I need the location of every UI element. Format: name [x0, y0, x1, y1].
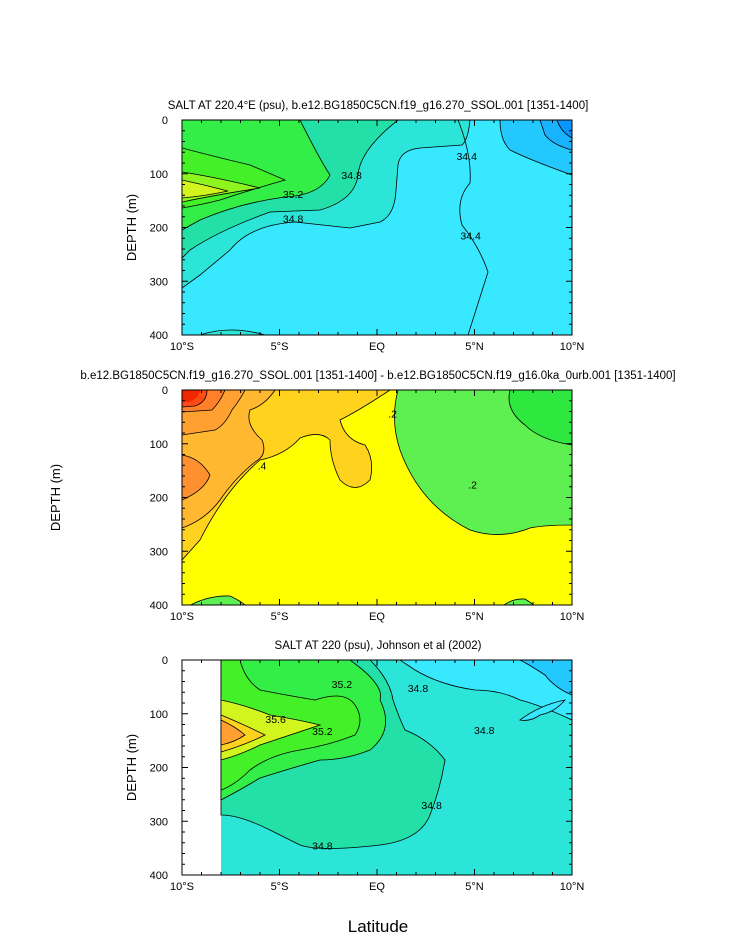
y-tick-label: 0: [162, 385, 168, 397]
x-tick-label: EQ: [369, 611, 385, 623]
fill-34.6-tongue: [519, 699, 567, 721]
x-tick-label: 5°S: [271, 881, 289, 893]
panel-1-axes: 35.2 34.8 34.8 34.4 34.4 10°S 5°S EQ 5°N 10°N 0 100…: [124, 115, 584, 353]
contour-label: .2: [468, 480, 477, 492]
y-tick-label: 200: [150, 223, 168, 235]
x-tick-label: 10°N: [560, 341, 585, 353]
fill-1.2: [182, 390, 200, 402]
contour-label: 35.2: [332, 679, 353, 691]
x-tick-label: 10°S: [170, 341, 194, 353]
contour-34.4: [457, 120, 489, 335]
fill-35.8: [182, 179, 229, 199]
contour-label: .2: [388, 409, 397, 421]
contour-label: 35.2: [283, 189, 304, 201]
y-axis-label: DEPTH (m): [124, 734, 139, 801]
y-axis-label: DEPTH (m): [124, 194, 139, 261]
panel-1-field: [182, 120, 572, 335]
contour-label: 35.2: [312, 726, 333, 738]
panel-1-title: SALT AT 220.4°E (psu), b.e12.BG1850C5CN.…: [168, 100, 589, 112]
y-tick-label: 200: [150, 493, 168, 505]
panel-2: b.e12.BG1850C5CN.f19_g16.270_SSOL.001 [1…: [80, 370, 676, 605]
contour-label: 34.8: [283, 213, 304, 225]
contour-label: 35.6: [265, 714, 286, 726]
x-tick-label: 10°N: [560, 611, 585, 623]
y-tick-label: 300: [150, 816, 168, 828]
fill-35.6: [220, 699, 322, 761]
y-tick-label: 200: [150, 763, 168, 775]
fill-34.4: [519, 660, 572, 696]
fill-neg-bottom-left: [189, 595, 246, 605]
panel-2-title: b.e12.BG1850C5CN.f19_g16.270_SSOL.001 [1…: [80, 370, 675, 382]
y-tick-label: 300: [150, 276, 168, 288]
y-tick-label: 400: [150, 870, 168, 882]
panel-1: SALT AT 220.4°E (psu), b.e12.BG1850C5CN.…: [168, 100, 589, 335]
contour-label: 34.4: [460, 231, 481, 243]
panel-2-field: [182, 390, 572, 605]
panel-3: SALT AT 220 (psu), Johnson et al (2002): [182, 640, 572, 875]
x-tick-label: 10°S: [170, 611, 194, 623]
x-tick-label: 10°S: [170, 881, 194, 893]
x-tick-label: 5°S: [271, 341, 289, 353]
fill-33.8: [556, 120, 572, 139]
contour-label: 34.8: [341, 170, 362, 182]
x-tick-label: 5°N: [465, 341, 484, 353]
fill-36.0: [220, 719, 246, 746]
y-tick-label: 300: [150, 546, 168, 558]
contour-label: 34.8: [312, 840, 333, 852]
y-tick-label: 100: [150, 709, 168, 721]
panel-3-axes: 35.2 35.6 35.2 34.8 34.8 34.8 34.8 10°S 5°S EQ 5°N…: [124, 655, 584, 893]
panel-3-title: SALT AT 220 (psu), Johnson et al (2002): [275, 640, 482, 652]
contour-label: 34.8: [421, 800, 442, 812]
y-tick-label: 0: [162, 115, 168, 127]
x-tick-label: EQ: [369, 341, 385, 353]
contour-label: .4: [258, 460, 267, 472]
x-tick-label: 10°N: [560, 881, 585, 893]
y-tick-label: 100: [150, 439, 168, 451]
y-tick-label: 100: [150, 169, 168, 181]
fill-0.6b: [182, 454, 211, 501]
panel-2-axes: .4 .2 .2 10°S 5°S EQ 5°N 10°N 0 100 200 300 400 DEPTH…: [48, 385, 584, 623]
panel-3-field: [182, 660, 572, 875]
contour-label: 34.8: [408, 683, 429, 695]
y-axis-label: DEPTH (m): [48, 464, 63, 531]
x-axis-label: Latitude: [348, 917, 409, 936]
contour-deep: [199, 329, 266, 335]
y-tick-label: 400: [150, 330, 168, 342]
contour-label: 34.8: [474, 725, 495, 737]
y-tick-label: 0: [162, 655, 168, 667]
x-tick-label: 5°N: [465, 881, 484, 893]
y-tick-label: 400: [150, 600, 168, 612]
fill-neg-bottom-right: [503, 598, 535, 605]
x-tick-label: 5°N: [465, 611, 484, 623]
x-tick-label: 5°S: [271, 611, 289, 623]
x-tick-label: EQ: [369, 881, 385, 893]
contour-label: 34.4: [456, 151, 477, 163]
no-data-region: [182, 660, 221, 875]
